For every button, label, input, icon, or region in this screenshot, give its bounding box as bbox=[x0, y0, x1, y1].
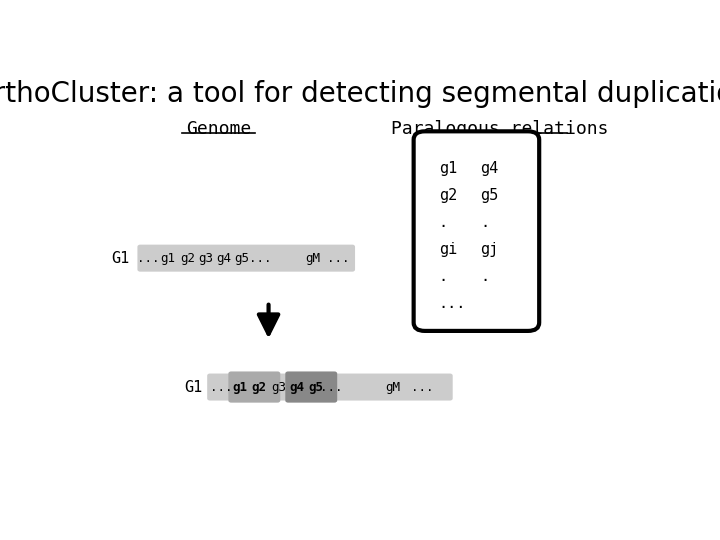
FancyBboxPatch shape bbox=[207, 374, 453, 401]
Text: ...: ... bbox=[320, 381, 342, 394]
Text: g3: g3 bbox=[199, 252, 214, 265]
Text: g1: g1 bbox=[232, 381, 247, 394]
Text: G1: G1 bbox=[112, 251, 130, 266]
Text: gi: gi bbox=[438, 242, 457, 258]
Text: g4: g4 bbox=[481, 161, 499, 176]
Text: g4: g4 bbox=[217, 252, 231, 265]
Text: ...: ... bbox=[410, 381, 433, 394]
Text: .: . bbox=[481, 215, 490, 230]
Text: OrthoCluster: a tool for detecting segmental duplications: OrthoCluster: a tool for detecting segme… bbox=[0, 80, 720, 108]
Text: ...: ... bbox=[327, 252, 350, 265]
Text: .: . bbox=[438, 269, 448, 285]
Text: Genome: Genome bbox=[186, 120, 251, 138]
Text: ...: ... bbox=[210, 381, 233, 394]
FancyBboxPatch shape bbox=[138, 245, 355, 272]
Text: g3: g3 bbox=[271, 381, 286, 394]
FancyBboxPatch shape bbox=[413, 131, 539, 331]
Text: gj: gj bbox=[481, 242, 499, 258]
Text: ...: ... bbox=[438, 296, 466, 312]
Text: g5: g5 bbox=[308, 381, 323, 394]
Text: ...: ... bbox=[249, 252, 271, 265]
Text: G1: G1 bbox=[184, 380, 202, 395]
Text: g1: g1 bbox=[161, 252, 176, 265]
FancyBboxPatch shape bbox=[228, 372, 280, 403]
Text: Paralogous relations: Paralogous relations bbox=[392, 120, 609, 138]
FancyBboxPatch shape bbox=[285, 372, 337, 403]
Text: ...: ... bbox=[138, 252, 160, 265]
Text: gM: gM bbox=[385, 381, 400, 394]
Text: g2: g2 bbox=[438, 188, 457, 203]
Text: g4: g4 bbox=[289, 381, 304, 394]
Text: .: . bbox=[481, 269, 490, 285]
Text: g2: g2 bbox=[180, 252, 195, 265]
Text: gM: gM bbox=[306, 252, 320, 265]
Text: g5: g5 bbox=[481, 188, 499, 203]
Text: .: . bbox=[438, 215, 448, 230]
Text: g2: g2 bbox=[251, 381, 266, 394]
Text: g1: g1 bbox=[438, 161, 457, 176]
Text: g5: g5 bbox=[234, 252, 249, 265]
